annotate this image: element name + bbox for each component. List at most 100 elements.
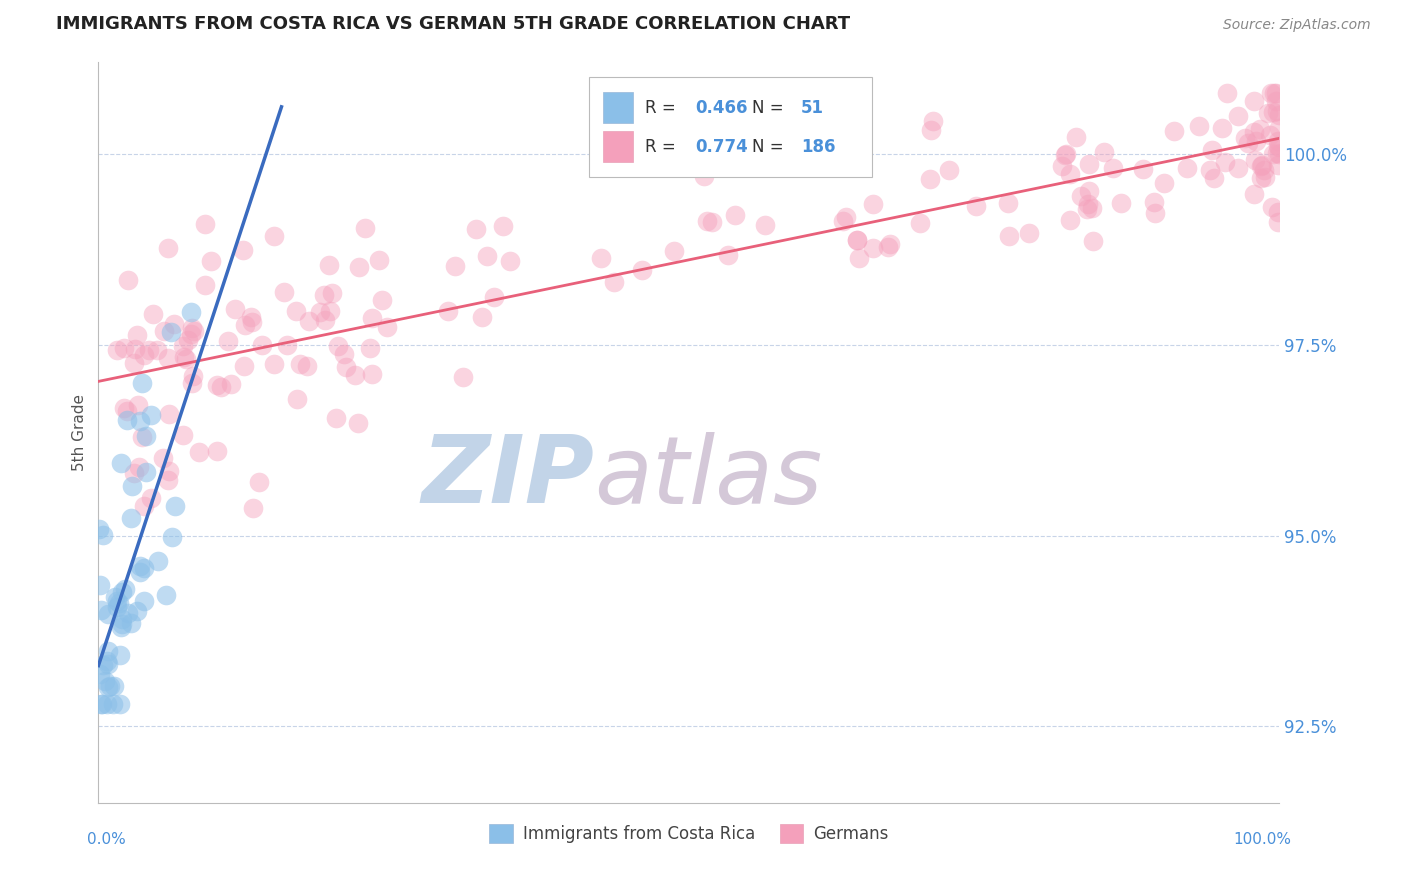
Point (1201, 144, 1223, 158)
Point (368, 252, 391, 267)
Point (998, 228, 1021, 243)
Point (877, 240, 900, 254)
FancyBboxPatch shape (603, 92, 634, 123)
Point (1059, 167, 1081, 181)
Text: IMMIGRANTS FROM COSTA RICA VS GERMAN 5TH GRADE CORRELATION CHART: IMMIGRANTS FROM COSTA RICA VS GERMAN 5TH… (56, 15, 851, 33)
Point (117, 413, 139, 427)
Point (477, 249, 499, 263)
Point (101, 697, 124, 711)
Point (134, 560, 156, 574)
Point (103, 591, 125, 605)
Point (1265, 94, 1288, 108)
Point (848, 251, 870, 265)
Point (451, 370, 474, 384)
Point (128, 558, 150, 573)
Point (333, 347, 356, 361)
Point (314, 313, 336, 327)
Text: 0.0%: 0.0% (87, 831, 125, 847)
Text: ZIP: ZIP (422, 431, 595, 523)
Point (361, 368, 384, 382)
Point (132, 594, 155, 608)
Point (91, 697, 114, 711)
Point (209, 380, 232, 394)
Point (89, 578, 111, 592)
Point (1267, 134, 1289, 148)
Point (233, 359, 256, 373)
Point (141, 491, 163, 505)
Point (1251, 158, 1274, 172)
Point (124, 356, 146, 370)
Text: 0.466: 0.466 (695, 99, 748, 117)
Point (1267, 158, 1289, 172)
Point (263, 357, 285, 371)
Point (1143, 195, 1166, 210)
Point (105, 343, 128, 357)
Point (1080, 201, 1102, 215)
Point (124, 343, 146, 357)
Point (308, 305, 330, 319)
Point (128, 459, 150, 474)
Point (1226, 161, 1249, 176)
Point (188, 445, 211, 459)
Point (217, 334, 239, 348)
Point (181, 320, 204, 334)
Point (1260, 86, 1282, 100)
Point (1198, 162, 1220, 177)
Point (90, 697, 112, 711)
Point (354, 220, 377, 235)
Point (346, 416, 368, 430)
Point (1216, 86, 1239, 100)
Point (295, 359, 318, 374)
Point (194, 218, 217, 232)
Point (160, 531, 183, 545)
Point (97, 657, 120, 672)
Point (591, 251, 613, 265)
Point (1083, 235, 1105, 249)
Point (115, 403, 138, 417)
Point (127, 605, 149, 619)
Point (862, 197, 884, 211)
Point (94, 674, 117, 689)
Point (219, 376, 242, 391)
Point (89, 666, 111, 681)
Point (207, 378, 229, 392)
Point (180, 305, 202, 319)
Point (135, 429, 157, 443)
Point (938, 163, 960, 178)
Point (247, 475, 270, 489)
Point (134, 348, 156, 362)
Point (233, 318, 256, 333)
Point (1243, 187, 1265, 202)
Point (1177, 161, 1199, 175)
Point (1018, 226, 1040, 240)
Point (240, 316, 263, 330)
Point (298, 314, 321, 328)
Point (1267, 204, 1289, 219)
Point (135, 465, 157, 479)
Point (879, 236, 901, 251)
Point (276, 338, 298, 352)
Text: R =: R = (645, 138, 682, 156)
Point (194, 278, 217, 293)
Point (153, 324, 176, 338)
Point (145, 343, 167, 358)
Y-axis label: 5th Grade: 5th Grade (72, 394, 87, 471)
Point (205, 443, 228, 458)
Point (834, 211, 856, 225)
Point (359, 341, 381, 355)
Text: 186: 186 (801, 138, 835, 156)
Point (165, 499, 187, 513)
Point (114, 582, 136, 597)
Text: N =: N = (752, 99, 789, 117)
Point (1109, 196, 1132, 211)
Point (181, 368, 204, 383)
Point (93, 657, 115, 672)
Point (1143, 205, 1166, 219)
Point (1213, 155, 1236, 169)
Legend: Immigrants from Costa Rica, Germans: Immigrants from Costa Rica, Germans (482, 817, 896, 850)
Point (172, 339, 194, 353)
Point (180, 326, 202, 341)
Point (444, 260, 467, 274)
Point (120, 511, 142, 525)
Point (155, 589, 177, 603)
